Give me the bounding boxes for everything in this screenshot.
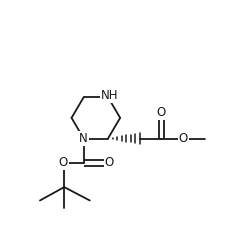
Text: O: O: [179, 132, 188, 145]
Text: O: O: [104, 156, 114, 169]
Text: NH: NH: [100, 89, 118, 103]
Text: O: O: [157, 106, 166, 120]
Text: N: N: [79, 132, 88, 145]
Text: O: O: [58, 156, 68, 169]
